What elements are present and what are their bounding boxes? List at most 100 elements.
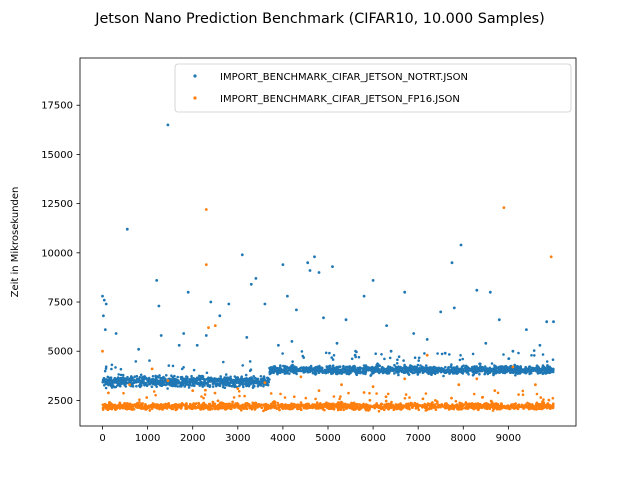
data-point	[458, 407, 461, 410]
data-point	[249, 378, 252, 381]
outlier-point	[236, 387, 240, 390]
data-point	[541, 404, 544, 407]
outlier-point	[155, 279, 159, 282]
data-point	[404, 370, 408, 374]
data-point	[202, 396, 205, 400]
data-point	[512, 403, 516, 406]
data-point	[338, 397, 341, 401]
data-point	[519, 365, 522, 369]
data-point	[314, 370, 318, 373]
data-point	[197, 401, 200, 405]
data-point	[122, 391, 125, 395]
data-point	[158, 382, 162, 385]
data-point	[158, 404, 161, 408]
data-point	[505, 370, 509, 374]
data-point	[139, 403, 142, 407]
data-point	[162, 404, 165, 407]
data-point	[314, 373, 317, 376]
data-point	[266, 383, 270, 387]
data-point	[276, 372, 279, 376]
outlier-point	[277, 343, 280, 347]
data-point	[375, 402, 379, 405]
data-point	[307, 404, 310, 408]
data-point	[339, 406, 343, 409]
data-point	[284, 371, 288, 375]
data-point	[101, 408, 105, 411]
data-point	[125, 379, 128, 383]
data-point	[442, 370, 445, 373]
data-point	[119, 373, 123, 377]
data-point	[276, 369, 279, 373]
data-point	[413, 404, 417, 408]
outlier-point	[195, 343, 199, 347]
data-point	[114, 366, 117, 369]
data-point	[468, 367, 472, 371]
data-point	[534, 405, 538, 408]
outlier-point	[403, 377, 407, 381]
data-point	[278, 408, 281, 412]
data-point	[347, 368, 350, 372]
data-point	[545, 406, 549, 410]
data-point	[427, 372, 430, 376]
data-point	[431, 405, 435, 408]
data-point	[380, 366, 384, 370]
outlier-point	[263, 302, 267, 306]
data-point	[400, 403, 403, 407]
data-point	[278, 406, 281, 409]
data-point	[489, 399, 493, 403]
data-point	[366, 368, 369, 372]
x-tick-label: 8000	[451, 433, 476, 444]
data-point	[354, 370, 357, 373]
data-point	[165, 374, 168, 377]
data-point	[547, 369, 550, 373]
outlier-point	[102, 298, 106, 302]
data-point	[282, 368, 286, 372]
data-point	[409, 369, 412, 372]
data-point	[133, 403, 136, 406]
data-point	[244, 405, 247, 408]
data-point	[106, 375, 110, 379]
data-point	[197, 405, 200, 409]
x-tick-label: 3000	[225, 433, 250, 444]
data-point	[107, 391, 110, 395]
data-point	[426, 370, 429, 374]
data-point	[383, 403, 386, 407]
data-point	[300, 366, 304, 370]
data-point	[121, 381, 125, 385]
data-point	[260, 381, 264, 385]
data-point	[206, 381, 210, 384]
outlier-point	[511, 365, 515, 369]
data-point	[211, 400, 215, 404]
outlier-point	[254, 277, 258, 280]
data-point	[331, 405, 335, 408]
data-point	[269, 392, 273, 395]
data-point	[111, 384, 115, 387]
data-point	[297, 368, 301, 371]
data-point	[119, 405, 123, 409]
data-point	[329, 402, 332, 406]
data-point	[260, 406, 264, 410]
data-point	[436, 400, 439, 403]
data-point	[354, 349, 357, 353]
data-point	[118, 382, 122, 385]
data-point	[243, 394, 246, 398]
data-point	[459, 367, 462, 371]
data-point	[215, 377, 218, 381]
data-point	[549, 367, 553, 370]
data-point	[494, 371, 498, 375]
data-point	[217, 407, 220, 411]
data-point	[433, 403, 437, 406]
data-point	[341, 403, 345, 407]
data-point	[311, 371, 315, 375]
data-point	[295, 403, 298, 407]
data-point	[546, 364, 549, 367]
data-point	[547, 398, 551, 402]
outlier-point	[425, 353, 429, 357]
data-point	[166, 387, 169, 390]
data-point	[488, 371, 492, 375]
outlier-point	[204, 208, 208, 211]
data-point	[150, 407, 154, 410]
data-point	[394, 407, 397, 410]
data-point	[479, 364, 482, 368]
data-point	[261, 378, 264, 381]
